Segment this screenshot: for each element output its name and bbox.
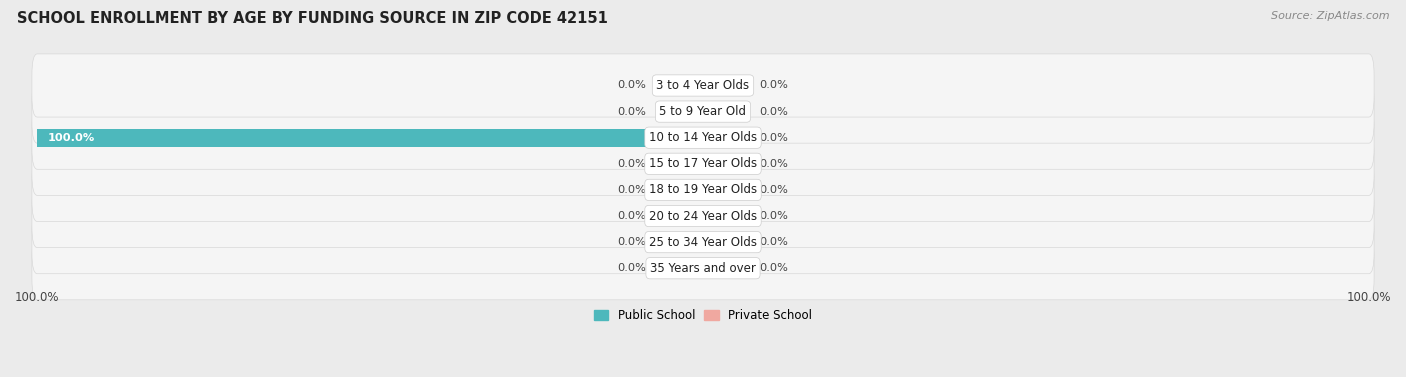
FancyBboxPatch shape: [32, 184, 1374, 248]
Text: 0.0%: 0.0%: [617, 185, 647, 195]
Text: 25 to 34 Year Olds: 25 to 34 Year Olds: [650, 236, 756, 248]
Text: 15 to 17 Year Olds: 15 to 17 Year Olds: [650, 157, 756, 170]
Bar: [657, 77, 703, 94]
Text: 0.0%: 0.0%: [759, 107, 789, 116]
Text: 0.0%: 0.0%: [759, 159, 789, 169]
Bar: [657, 155, 703, 173]
Text: 0.0%: 0.0%: [759, 133, 789, 143]
Text: 18 to 19 Year Olds: 18 to 19 Year Olds: [650, 183, 756, 196]
Bar: [703, 129, 749, 147]
Bar: [703, 77, 749, 94]
Text: 0.0%: 0.0%: [759, 80, 789, 90]
Text: 0.0%: 0.0%: [617, 237, 647, 247]
FancyBboxPatch shape: [32, 106, 1374, 169]
Bar: [657, 181, 703, 199]
Text: 0.0%: 0.0%: [617, 211, 647, 221]
Text: 0.0%: 0.0%: [759, 237, 789, 247]
Bar: [37, 129, 703, 147]
FancyBboxPatch shape: [32, 210, 1374, 274]
Text: 35 Years and over: 35 Years and over: [650, 262, 756, 275]
Text: 5 to 9 Year Old: 5 to 9 Year Old: [659, 105, 747, 118]
FancyBboxPatch shape: [32, 80, 1374, 143]
Text: 100.0%: 100.0%: [48, 133, 94, 143]
Text: 10 to 14 Year Olds: 10 to 14 Year Olds: [650, 131, 756, 144]
Bar: [657, 207, 703, 225]
FancyBboxPatch shape: [32, 54, 1374, 117]
Bar: [703, 155, 749, 173]
Text: 0.0%: 0.0%: [617, 263, 647, 273]
Bar: [703, 103, 749, 121]
FancyBboxPatch shape: [32, 132, 1374, 195]
Text: Source: ZipAtlas.com: Source: ZipAtlas.com: [1271, 11, 1389, 21]
Text: 20 to 24 Year Olds: 20 to 24 Year Olds: [650, 210, 756, 222]
Text: 0.0%: 0.0%: [759, 185, 789, 195]
Text: 0.0%: 0.0%: [617, 80, 647, 90]
FancyBboxPatch shape: [32, 158, 1374, 222]
Text: 0.0%: 0.0%: [759, 211, 789, 221]
Bar: [703, 233, 749, 251]
Bar: [703, 181, 749, 199]
Text: 3 to 4 Year Olds: 3 to 4 Year Olds: [657, 79, 749, 92]
Bar: [657, 259, 703, 277]
Bar: [703, 207, 749, 225]
FancyBboxPatch shape: [32, 237, 1374, 300]
Legend: Public School, Private School: Public School, Private School: [589, 305, 817, 327]
Text: 0.0%: 0.0%: [617, 159, 647, 169]
Text: 0.0%: 0.0%: [759, 263, 789, 273]
Text: 0.0%: 0.0%: [617, 107, 647, 116]
Bar: [657, 233, 703, 251]
Text: SCHOOL ENROLLMENT BY AGE BY FUNDING SOURCE IN ZIP CODE 42151: SCHOOL ENROLLMENT BY AGE BY FUNDING SOUR…: [17, 11, 607, 26]
Bar: [657, 103, 703, 121]
Bar: [703, 259, 749, 277]
